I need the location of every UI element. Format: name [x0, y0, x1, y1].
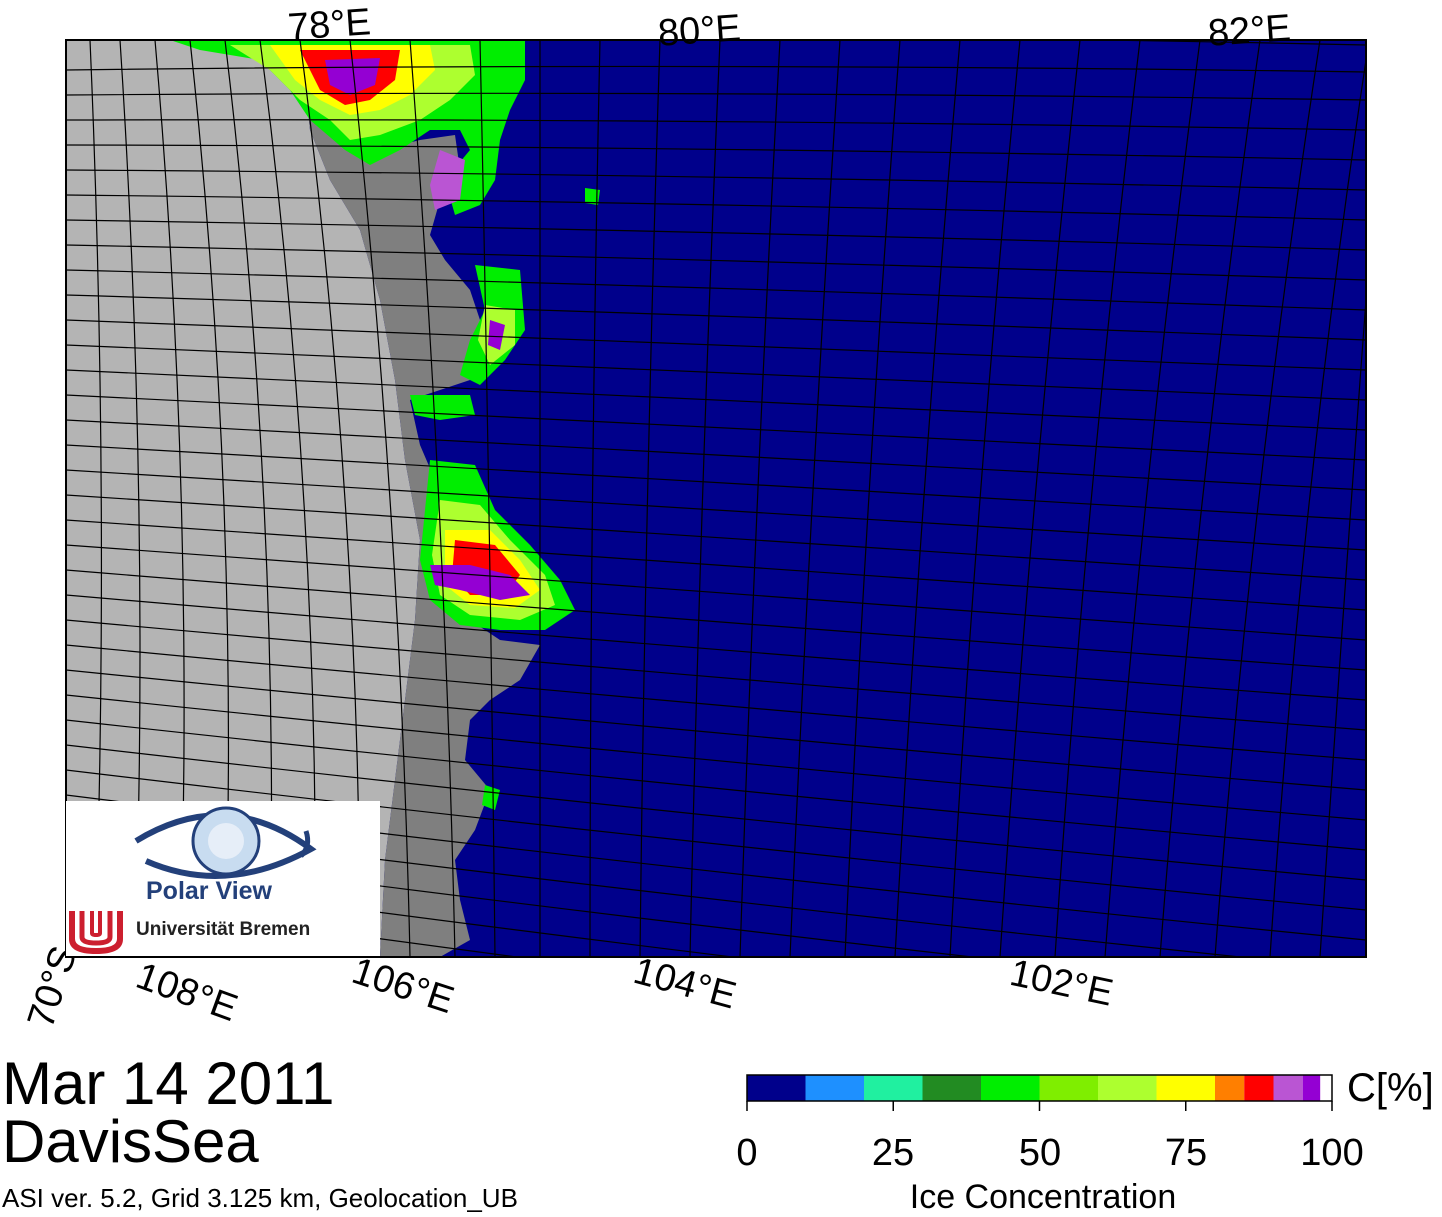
- colorbar-tick-0: 0: [736, 1132, 758, 1174]
- colorbar-bin-11: [1302, 1075, 1321, 1101]
- land: [66, 40, 420, 957]
- colorbar-bin-6: [1098, 1075, 1157, 1101]
- logo-polar-view-text: Polar View: [146, 877, 272, 905]
- colorbar-bin-5: [1039, 1075, 1098, 1101]
- colorbar-bin-7: [1156, 1075, 1215, 1101]
- colorbar-title: Ice Concentration: [909, 1178, 1177, 1216]
- colorbar-bin-9: [1244, 1075, 1274, 1101]
- colorbar-tick-25: 25: [871, 1132, 915, 1174]
- lon-label-80e: 80°E: [656, 7, 743, 55]
- lon-label-78e: 78°E: [286, 1, 373, 49]
- colorbar-bin-2: [864, 1075, 923, 1101]
- colorbar-bin-10: [1273, 1075, 1303, 1101]
- logo-university-text: Universität Bremen: [136, 919, 311, 940]
- eye-logo-icon: [68, 806, 317, 955]
- colorbar-bin-0: [747, 1075, 806, 1101]
- colorbar-bin-4: [981, 1075, 1040, 1101]
- footer-info: ASI ver. 5.2, Grid 3.125 km, Geolocation…: [2, 1183, 518, 1213]
- shelf-ice: [300, 40, 540, 957]
- polar-view-logo: Polar View Universität Bremen: [66, 801, 380, 956]
- colorbar-tick-75: 75: [1164, 1132, 1208, 1174]
- colorbar-bin-1: [805, 1075, 864, 1101]
- lon-label-82e: 82°E: [1206, 7, 1293, 55]
- ice-concentration-patches: [170, 40, 600, 810]
- date-title: Mar 14 2011: [2, 1050, 335, 1117]
- colorbar-ticks: [746, 1101, 1333, 1111]
- colorbar-unit: C[%]: [1347, 1066, 1434, 1110]
- colorbar-tick-50: 50: [1018, 1132, 1062, 1174]
- colorbar-tick-100: 100: [1300, 1132, 1364, 1174]
- region-title: DavisSea: [2, 1108, 259, 1175]
- colorbar: [747, 1075, 1332, 1101]
- colorbar-bin-8: [1215, 1075, 1245, 1101]
- graticule: [66, 40, 1366, 957]
- colorbar-bin-3: [922, 1075, 981, 1101]
- colorbar-bin-12: [1320, 1075, 1332, 1101]
- map-frame: [65, 39, 1367, 958]
